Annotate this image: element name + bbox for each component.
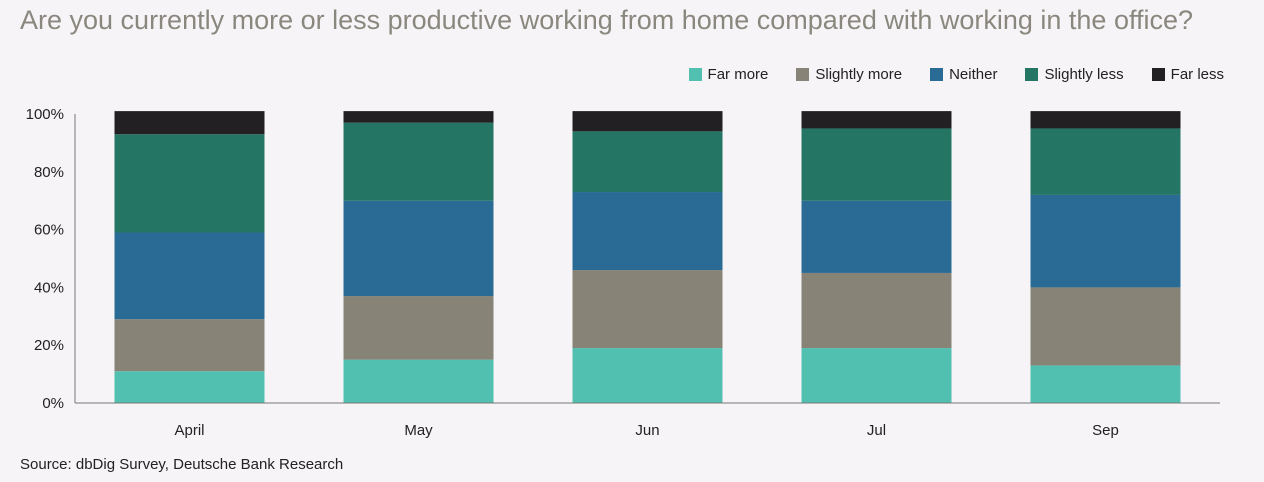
x-tick-label-jul: Jul bbox=[867, 422, 886, 439]
x-tick-label-april: April bbox=[174, 422, 204, 439]
bar-sep-far-less bbox=[1030, 111, 1181, 129]
bar-jul-far-more bbox=[801, 348, 952, 403]
bar-jul-neither bbox=[801, 200, 952, 273]
y-tick-label: 100% bbox=[26, 106, 64, 123]
bar-jun-far-less bbox=[572, 111, 723, 132]
bar-jun-slightly-less bbox=[572, 131, 723, 193]
legend-swatch bbox=[1151, 68, 1165, 81]
chart-plot: 0% 20% 40% 60% 80% 100% April May Jun Jul Sep bbox=[26, 106, 1220, 439]
legend-swatch bbox=[1025, 68, 1039, 81]
bar-jul-far-less bbox=[801, 111, 952, 129]
bar-jun-far-more bbox=[572, 348, 723, 403]
bar-april-slightly-more bbox=[114, 319, 265, 372]
legend-item-far-less: Far less bbox=[1151, 66, 1224, 83]
legend-item-slightly-more: Slightly more bbox=[796, 66, 902, 83]
legend-label: Neither bbox=[949, 66, 998, 83]
y-axis: 0% 20% 40% 60% 80% 100% bbox=[26, 106, 76, 412]
legend-label: Far less bbox=[1170, 66, 1224, 83]
legend-label: Slightly less bbox=[1044, 66, 1124, 83]
x-tick-label-sep: Sep bbox=[1092, 422, 1119, 439]
legend-label: Far more bbox=[707, 66, 769, 83]
bar-sep-far-more bbox=[1030, 365, 1181, 403]
y-tick-label: 80% bbox=[34, 164, 64, 181]
x-tick-label-jun: Jun bbox=[635, 422, 659, 439]
legend-swatch bbox=[688, 68, 702, 81]
bar-sep-slightly-less bbox=[1030, 128, 1181, 195]
legend-item-far-more: Far more bbox=[688, 66, 769, 83]
legend-swatch bbox=[796, 68, 810, 81]
y-tick-label: 40% bbox=[34, 279, 64, 296]
bar-sep-neither bbox=[1030, 194, 1181, 288]
x-tick-label-may: May bbox=[404, 422, 433, 439]
bar-may-far-more bbox=[343, 359, 494, 403]
bar-may-far-less bbox=[343, 111, 494, 123]
bar-jun-neither bbox=[572, 192, 723, 271]
legend-item-neither: Neither bbox=[930, 66, 997, 83]
chart-title: Are you currently more or less productiv… bbox=[20, 5, 1194, 35]
bar-april-neither bbox=[114, 232, 265, 320]
legend-swatch bbox=[930, 68, 944, 81]
source-note: Source: dbDig Survey, Deutsche Bank Rese… bbox=[20, 456, 344, 473]
legend-label: Slightly more bbox=[815, 66, 903, 83]
bar-jul-slightly-more bbox=[801, 272, 952, 349]
bar-april-far-less bbox=[114, 111, 265, 135]
bar-may-neither bbox=[343, 200, 494, 297]
bar-may-slightly-more bbox=[343, 296, 494, 360]
legend-item-slightly-less: Slightly less bbox=[1025, 66, 1124, 83]
y-tick-label: 20% bbox=[34, 337, 64, 354]
y-tick-label: 0% bbox=[42, 395, 64, 412]
chart-legend: Far more Slightly more Neither Slightly les… bbox=[688, 66, 1224, 83]
x-axis: April May Jun Jul Sep bbox=[75, 402, 1220, 439]
bar-may-slightly-less bbox=[343, 122, 494, 201]
bar-april-far-more bbox=[114, 371, 265, 403]
bar-april-slightly-less bbox=[114, 134, 265, 233]
bar-sep-slightly-more bbox=[1030, 287, 1181, 366]
bar-jun-slightly-more bbox=[572, 270, 723, 349]
bars-group bbox=[114, 111, 1181, 403]
bar-jul-slightly-less bbox=[801, 128, 952, 201]
y-tick-label: 60% bbox=[34, 222, 64, 239]
